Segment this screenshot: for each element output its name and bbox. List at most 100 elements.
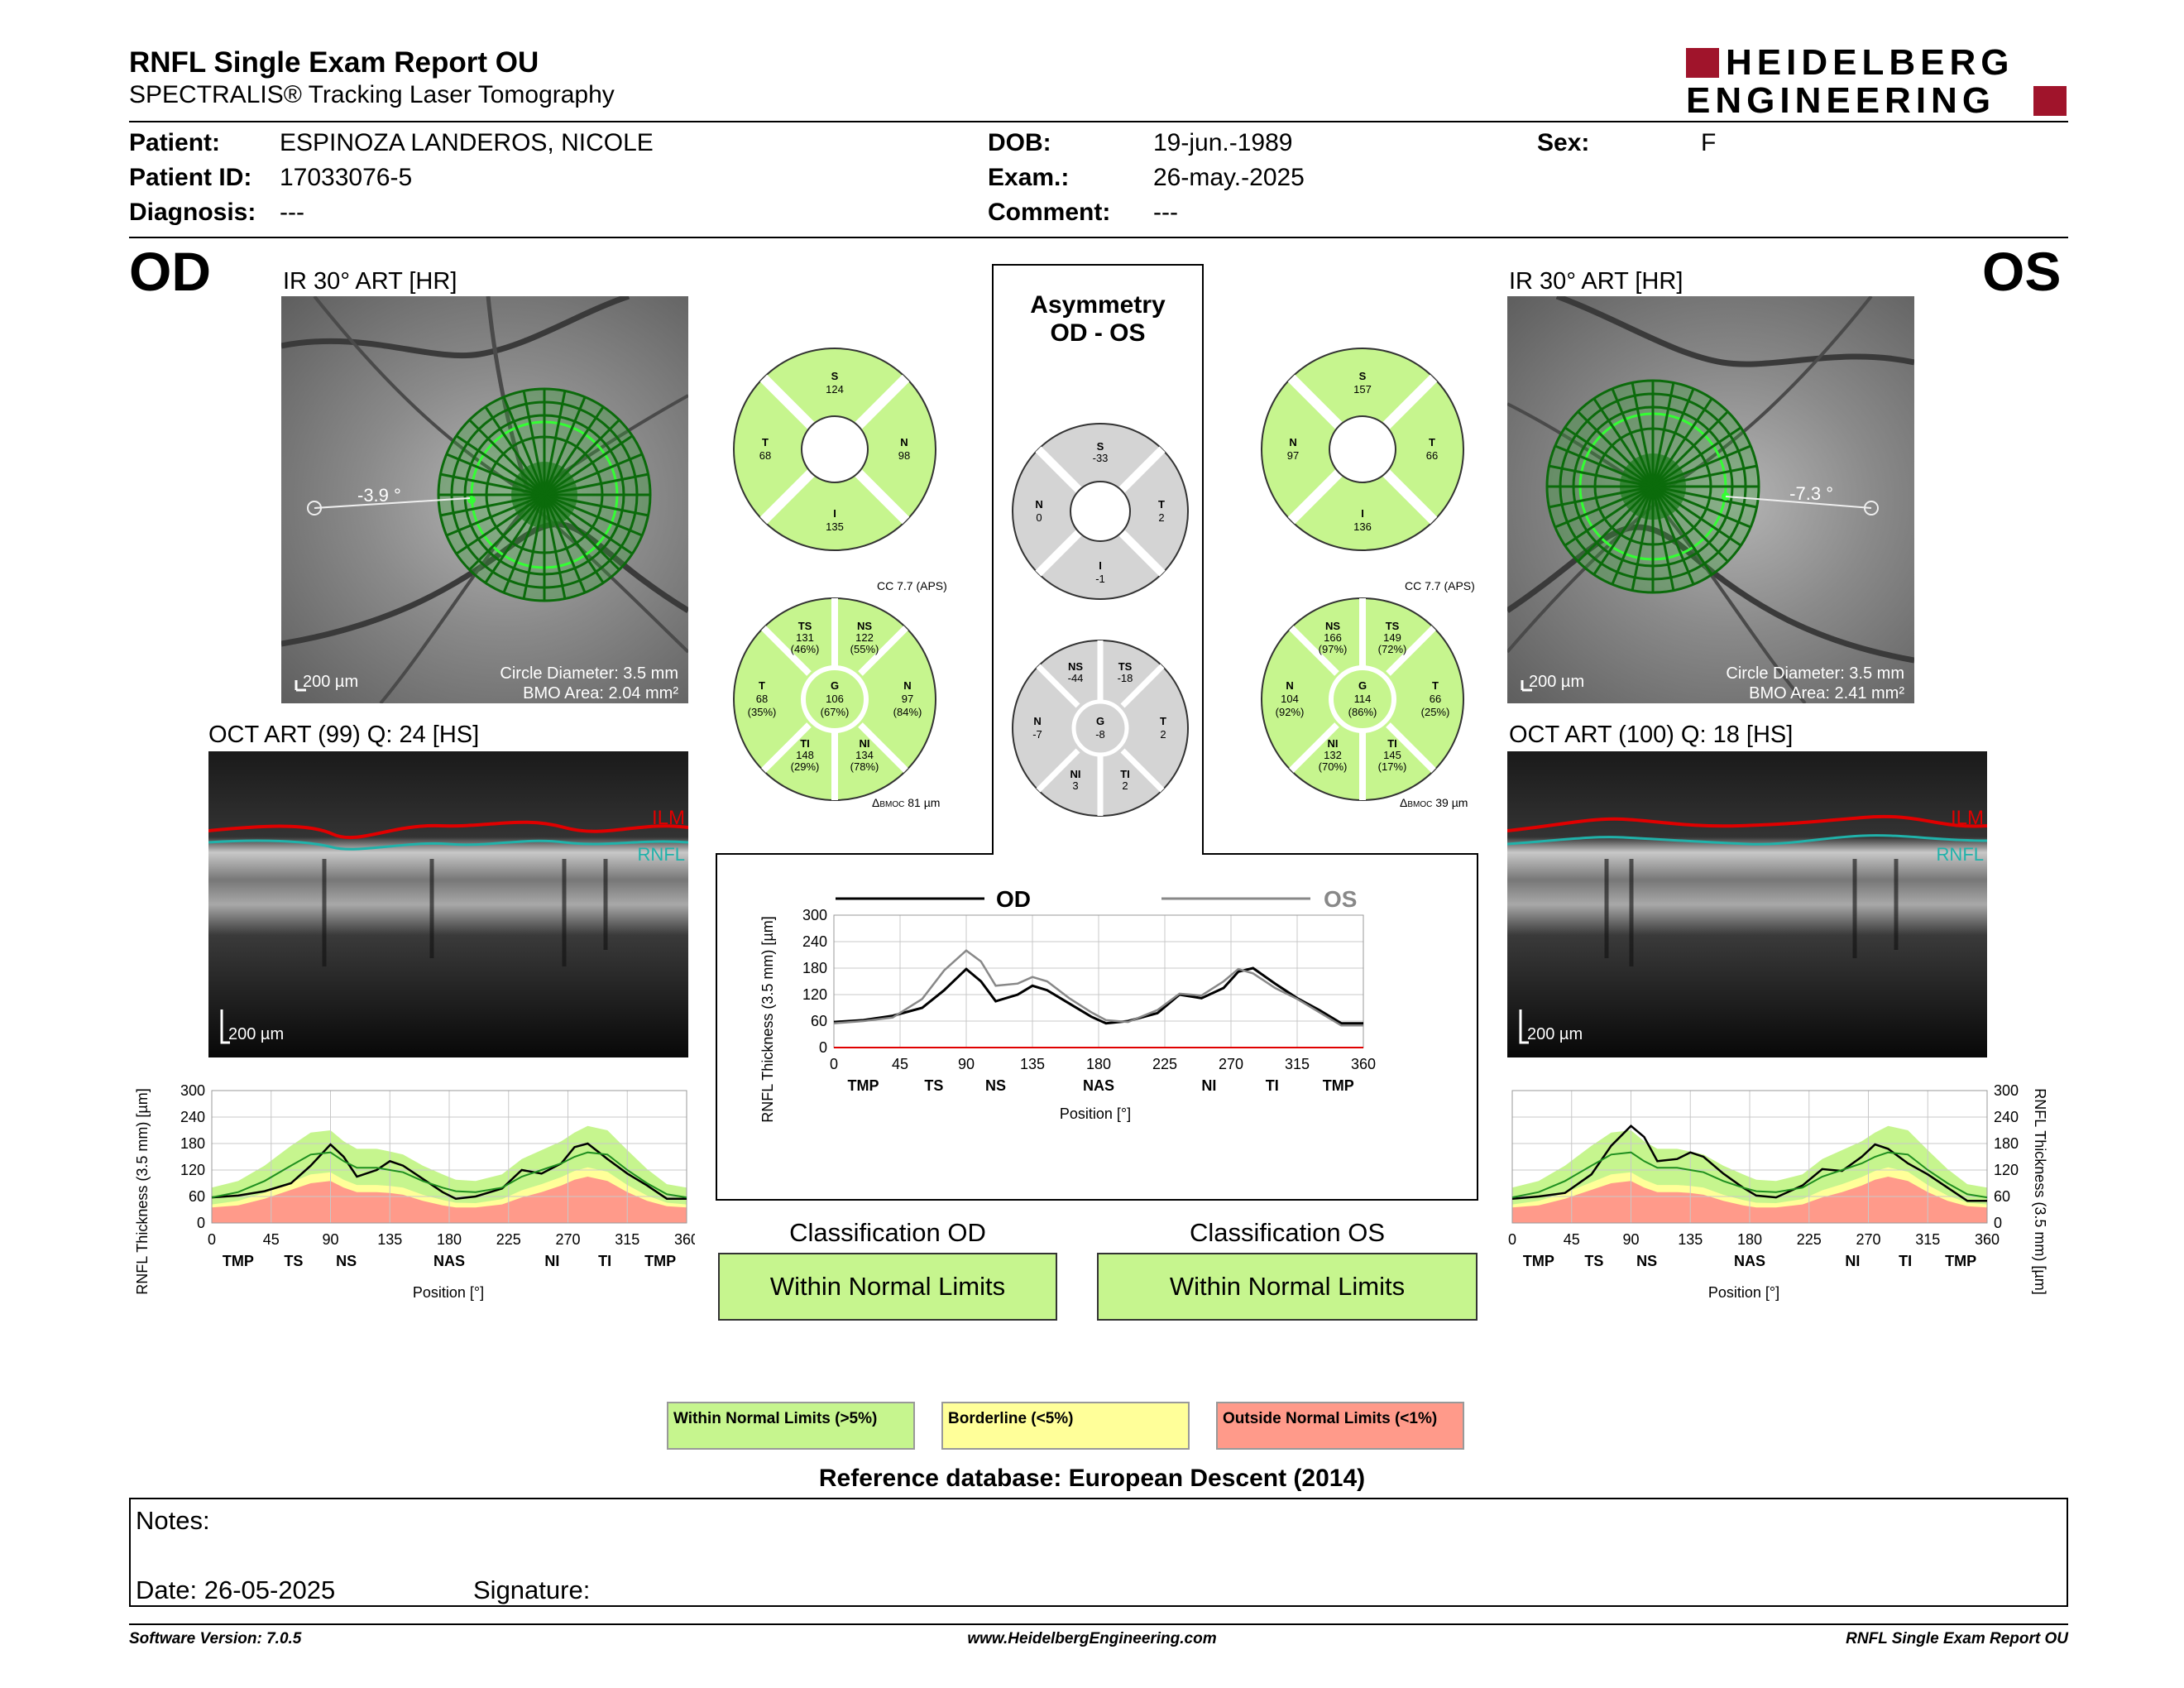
x-tick-label: 225	[1152, 1056, 1177, 1072]
region-label: NI	[1845, 1253, 1860, 1269]
notes-date: Date: 26-05-2025	[136, 1575, 336, 1604]
y-tick-label: 240	[802, 933, 827, 950]
svg-text:TI: TI	[1120, 768, 1130, 780]
os-quad-n: 97	[1287, 449, 1299, 462]
od-bmoc: ΔBMOC 81 µm	[872, 796, 940, 809]
svg-text:G: G	[1096, 715, 1104, 727]
x-tick-label: 0	[208, 1231, 216, 1248]
os-sect-ni: 132	[1324, 749, 1342, 761]
svg-text:S: S	[1359, 370, 1367, 382]
od-fundus-svg: -3.9 ° 200 µm Circle Diameter: 3.5 mm BM…	[281, 296, 688, 703]
od-tsnit-chart: 0 60 120 180 240 300 0 45 90 135 180 225 270 315 360 TM…	[134, 1082, 695, 1301]
od-ir-title: IR 30° ART [HR]	[283, 268, 457, 295]
svg-text:TI: TI	[1387, 737, 1397, 750]
y-tick-label: 60	[811, 1013, 827, 1029]
plot-frame	[211, 1090, 687, 1224]
os-rnfl-label: RNFL	[1937, 844, 1984, 865]
svg-text:I: I	[1361, 507, 1364, 520]
footer-website: www.HeidelbergEngineering.com	[967, 1630, 1217, 1647]
x-tick-label: 135	[1020, 1056, 1045, 1072]
diagnosis-value: ---	[280, 199, 304, 226]
od-sect-ns: 122	[855, 631, 874, 644]
od-rnfl-label: RNFL	[638, 844, 685, 865]
footer-report: RNFL Single Exam Report OU	[1846, 1630, 2068, 1647]
os-sect-ts: 149	[1383, 631, 1401, 644]
os-bmoc-prefix: Δ	[1400, 796, 1408, 809]
x-tick-label: 315	[1285, 1056, 1310, 1072]
region-label: TS	[924, 1077, 943, 1094]
region-label: TI	[598, 1253, 611, 1269]
svg-text:T: T	[1160, 715, 1166, 727]
region-label: NAS	[1083, 1077, 1114, 1094]
legend-outside: Outside Normal Limits (<1%)	[1216, 1402, 1464, 1450]
od-quad-n: 98	[898, 449, 910, 462]
comment-value: ---	[1153, 199, 1178, 226]
svg-text:NI: NI	[1328, 737, 1339, 750]
exam-label: Exam.:	[988, 164, 1070, 191]
patient-name: ESPINOZA LANDEROS, NICOLE	[280, 129, 654, 156]
svg-text:TI: TI	[800, 737, 810, 750]
y-tick-label: 300	[802, 907, 827, 923]
svg-text:T: T	[1429, 436, 1435, 448]
os-oct-title: OCT ART (100) Q: 18 [HS]	[1509, 722, 1794, 748]
series-normal-mean	[211, 1151, 687, 1199]
od-ilm-label: ILM	[652, 807, 685, 829]
od-quad-i: 135	[826, 520, 844, 533]
od-oct-title: OCT ART (99) Q: 24 [HS]	[208, 722, 480, 748]
y-tick-label: 180	[1994, 1135, 2019, 1152]
svg-text:NS: NS	[1325, 620, 1340, 632]
y-tick-label: 60	[1994, 1188, 2010, 1205]
od-sector-circle: TS 131 (46%) NS 122 (55%) T 68 (35%) G 1…	[733, 597, 936, 801]
region-label: NS	[336, 1253, 357, 1269]
os-bmoc-value: 39 µm	[1435, 796, 1468, 809]
sex-label: Sex:	[1537, 129, 1590, 156]
region-label: TI	[1899, 1253, 1912, 1269]
od-sect-n: 97	[902, 693, 913, 705]
x-tick-label: 360	[1351, 1056, 1376, 1072]
classification-os-box: Within Normal Limits	[1097, 1253, 1478, 1321]
asym-sect-g: -8	[1095, 728, 1105, 741]
od-sect-ns-p: (55%)	[850, 643, 879, 655]
svg-text:NI: NI	[860, 737, 870, 750]
x-tick-label: 45	[263, 1231, 280, 1248]
region-label: NS	[985, 1077, 1006, 1094]
od-sect-t: 68	[756, 693, 768, 705]
x-tick-label: 90	[1622, 1231, 1639, 1248]
os-tsnit-chart: 0 60 120 180 240 300 0 45 90 135 180 225 270 315 360 TM…	[1508, 1082, 2048, 1301]
asymmetry-title-2: OD - OS	[1050, 319, 1146, 347]
x-tick-label: 45	[1564, 1231, 1580, 1248]
x-tick-label: 360	[1975, 1231, 2000, 1248]
region-label: TMP	[1523, 1253, 1554, 1269]
od-fundus-image: -3.9 ° 200 µm Circle Diameter: 3.5 mm BM…	[281, 296, 688, 703]
region-label: TS	[1584, 1253, 1603, 1269]
os-label: OS	[1982, 241, 2062, 302]
x-tick-label: 360	[674, 1231, 695, 1248]
asym-sect-ti: 2	[1122, 779, 1128, 792]
reference-database: Reference database: European Descent (20…	[818, 1465, 1366, 1492]
x-tick-label: 180	[1086, 1056, 1111, 1072]
legend-wnl: Within Normal Limits (>5%)	[667, 1402, 915, 1450]
y-tick-label: 0	[1994, 1215, 2002, 1231]
x-tick-label: 270	[555, 1231, 580, 1248]
comparison-legend-od: OD	[996, 886, 1031, 912]
footer-divider	[129, 1623, 2068, 1625]
notes-box: Notes: Date: 26-05-2025 Signature:	[129, 1498, 2068, 1607]
os-quad-s: 157	[1353, 383, 1372, 396]
region-label: TMP	[1945, 1253, 1976, 1269]
os-sect-ti-p: (17%)	[1378, 760, 1407, 773]
x-tick-label: 315	[615, 1231, 639, 1248]
svg-text:T: T	[1432, 679, 1439, 692]
logo-line1: HEIDELBERG	[1726, 42, 2014, 83]
svg-text:NS: NS	[1068, 660, 1083, 673]
od-quad-t: 68	[759, 449, 771, 462]
svg-text:TS: TS	[798, 620, 812, 632]
y-tick-label: 0	[819, 1039, 827, 1056]
region-label: TI	[1266, 1077, 1279, 1094]
svg-text:T: T	[762, 436, 769, 448]
report-title: RNFL Single Exam Report OU	[129, 46, 539, 79]
os-bmoc: ΔBMOC 39 µm	[1400, 796, 1468, 809]
y-tick-label: 300	[1994, 1082, 2019, 1099]
notes-signature: Signature:	[473, 1575, 591, 1604]
y-tick-label: 240	[180, 1109, 205, 1125]
od-oct-svg: ILM RNFL 200 µm	[208, 751, 688, 1057]
